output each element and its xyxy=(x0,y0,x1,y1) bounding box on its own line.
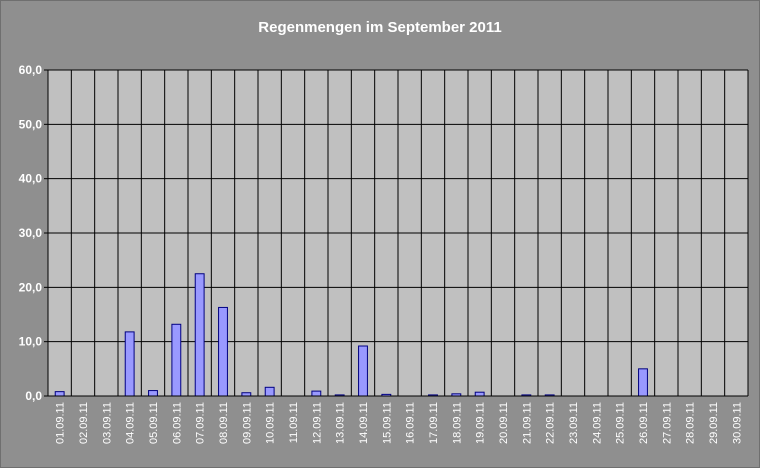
x-tick-label: 13.09.11 xyxy=(335,402,347,444)
x-tick-label: 29.09.11 xyxy=(708,402,720,444)
x-tick-label: 25.09.11 xyxy=(615,402,627,444)
x-tick-label: 08.09.11 xyxy=(218,402,230,444)
x-tick-label: 04.09.11 xyxy=(125,402,137,444)
x-tick-label: 26.09.11 xyxy=(638,402,650,444)
bar xyxy=(358,345,368,397)
bar xyxy=(218,306,228,397)
x-tick-label: 01.09.11 xyxy=(55,402,67,444)
x-tick-label: 15.09.11 xyxy=(381,402,393,444)
x-tick-label: 06.09.11 xyxy=(171,402,183,444)
bar xyxy=(638,368,648,397)
x-tick-label: 03.09.11 xyxy=(101,402,113,444)
x-tick-label: 12.09.11 xyxy=(311,402,323,444)
x-tick-label: 27.09.11 xyxy=(661,402,673,444)
x-tick-label: 24.09.11 xyxy=(591,402,603,444)
bar xyxy=(194,273,205,397)
x-tick-label: 02.09.11 xyxy=(78,402,90,444)
x-tick-label: 07.09.11 xyxy=(195,402,207,444)
y-tick-label: 10,0 xyxy=(19,335,43,349)
y-tick-label: 0,0 xyxy=(25,389,42,403)
bar xyxy=(311,390,322,397)
bar xyxy=(124,331,135,397)
x-tick-label: 17.09.11 xyxy=(428,402,440,444)
chart-title: Regenmengen im September 2011 xyxy=(258,19,502,36)
bar xyxy=(54,391,65,397)
x-tick-label: 16.09.11 xyxy=(405,402,417,444)
bar xyxy=(474,391,485,397)
x-tick-label: 20.09.11 xyxy=(498,402,510,444)
x-tick-label: 10.09.11 xyxy=(265,402,277,444)
grid-layer xyxy=(47,69,749,397)
x-tick-label: 11.09.11 xyxy=(288,402,300,443)
bar xyxy=(148,390,158,397)
y-tick-label: 20,0 xyxy=(19,280,43,294)
x-tick-label: 14.09.11 xyxy=(358,402,370,444)
y-tick-label: 50,0 xyxy=(19,117,43,131)
x-tick-label: 18.09.11 xyxy=(451,402,463,444)
x-tick-label: 09.09.11 xyxy=(241,402,253,444)
y-tick-label: 60,0 xyxy=(19,63,43,77)
y-tick-label: 40,0 xyxy=(19,172,43,186)
x-tick-label: 22.09.11 xyxy=(545,402,557,444)
x-tick-label: 05.09.11 xyxy=(148,402,160,444)
y-tick-label: 30,0 xyxy=(19,226,43,240)
y-tick-labels: 0,0 10,0 20,0 30,0 40,0 50,0 60,0 xyxy=(19,63,43,403)
x-tick-label: 19.09.11 xyxy=(475,402,487,444)
bar xyxy=(264,386,275,397)
bar xyxy=(171,323,182,397)
axis-layer xyxy=(44,69,748,397)
x-tick-labels: 01.09.11 02.09.11 03.09.11 04.09.11 05.09.11… xyxy=(55,402,744,444)
x-tick-label: 23.09.11 xyxy=(568,402,580,444)
x-tick-label: 28.09.11 xyxy=(685,402,697,444)
x-tick-label: 30.09.11 xyxy=(731,402,743,444)
x-tick-label: 21.09.11 xyxy=(521,402,533,444)
